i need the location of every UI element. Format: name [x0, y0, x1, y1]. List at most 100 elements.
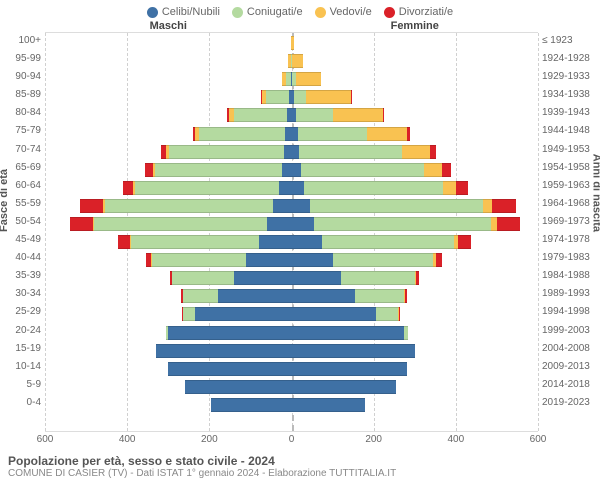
female-bar — [292, 54, 539, 66]
x-tick: 200 — [201, 434, 218, 445]
female-bar — [292, 217, 539, 229]
female-bar — [292, 181, 539, 193]
bar-segment — [497, 217, 520, 231]
bar-segment — [292, 36, 294, 50]
bar-segment — [135, 181, 279, 195]
legend-item: Celibi/Nubili — [147, 6, 220, 18]
bar-segment — [442, 163, 451, 177]
age-label: 25-29 — [0, 303, 41, 321]
bar-segment — [131, 235, 258, 249]
bar-segment — [430, 145, 436, 159]
male-bar — [45, 235, 292, 247]
bar-segment — [70, 217, 93, 231]
birth-label: 1929-1933 — [542, 68, 600, 86]
bar-segment — [292, 398, 366, 412]
y-axis-right-title: Anni di nascita — [590, 154, 600, 232]
bar-row — [45, 395, 538, 413]
bar-segment — [351, 90, 352, 104]
bar-row — [45, 196, 538, 214]
bar-segment — [402, 145, 431, 159]
bar-segment — [145, 163, 152, 177]
birth-label: 2014-2018 — [542, 376, 600, 394]
female-bar — [292, 362, 539, 374]
bar-row — [45, 142, 538, 160]
bar-segment — [292, 163, 301, 177]
bar-segment — [118, 235, 130, 249]
bar-row — [45, 123, 538, 141]
bar-row — [45, 51, 538, 69]
bar-segment — [259, 235, 292, 249]
chart-subtitle: COMUNE DI CASIER (TV) - Dati ISTAT 1° ge… — [8, 468, 592, 479]
bar-segment — [292, 362, 407, 376]
bar-segment — [168, 326, 291, 340]
legend-swatch — [147, 7, 158, 18]
female-bar — [292, 36, 539, 48]
header-female: Femmine — [292, 20, 539, 32]
header-male: Maschi — [45, 20, 292, 32]
female-bar — [292, 253, 539, 265]
legend-label: Celibi/Nubili — [162, 6, 220, 18]
female-bar — [292, 307, 539, 319]
bar-segment — [279, 181, 291, 195]
bar-segment — [483, 199, 492, 213]
bar-row — [45, 160, 538, 178]
bar-segment — [292, 145, 299, 159]
column-headers: Maschi Femmine — [0, 20, 600, 32]
birth-label: 1984-1988 — [542, 267, 600, 285]
bar-segment — [267, 217, 292, 231]
bar-segment — [292, 380, 397, 394]
bar-segment — [273, 199, 291, 213]
bar-segment — [424, 163, 442, 177]
bar-segment — [310, 199, 483, 213]
male-bar — [45, 199, 292, 211]
chart-title: Popolazione per età, sesso e stato civil… — [8, 454, 592, 468]
bar-row — [45, 359, 538, 377]
age-label: 35-39 — [0, 267, 41, 285]
bar-segment — [299, 145, 402, 159]
bar-segment — [407, 127, 410, 141]
legend-label: Divorziati/e — [399, 6, 453, 18]
male-bar — [45, 217, 292, 229]
male-bar — [45, 90, 292, 102]
bar-row — [45, 341, 538, 359]
birth-label: 1979-1983 — [542, 249, 600, 267]
female-bar — [292, 289, 539, 301]
male-bar — [45, 326, 292, 338]
age-label: 80-84 — [0, 104, 41, 122]
bar-segment — [123, 181, 133, 195]
birth-label: 1944-1948 — [542, 122, 600, 140]
bar-segment — [246, 253, 291, 267]
legend-item: Coniugati/e — [232, 6, 303, 18]
bar-segment — [156, 344, 292, 358]
bar-segment — [284, 145, 291, 159]
male-bar — [45, 380, 292, 392]
x-tick: 200 — [365, 434, 382, 445]
x-tick: 600 — [530, 434, 547, 445]
y-axis-right: ≤ 19231924-19281929-19331934-19381939-19… — [538, 32, 600, 432]
bar-segment — [292, 181, 304, 195]
bar-segment — [183, 307, 195, 321]
bar-segment — [355, 289, 404, 303]
female-bar — [292, 127, 539, 139]
female-bar — [292, 199, 539, 211]
male-bar — [45, 398, 292, 410]
bar-segment — [367, 127, 406, 141]
bar-segment — [405, 289, 407, 303]
birth-label: ≤ 1923 — [542, 32, 600, 50]
bar-segment — [292, 289, 356, 303]
age-label: 90-94 — [0, 68, 41, 86]
age-label: 95-99 — [0, 50, 41, 68]
chart: Fasce di età 100+95-9990-9485-8980-8475-… — [0, 32, 600, 432]
bar-segment — [333, 108, 382, 122]
bar-segment — [292, 307, 376, 321]
y-axis-left: 100+95-9990-9485-8980-8475-7970-7465-696… — [0, 32, 45, 432]
age-label: 15-19 — [0, 340, 41, 358]
bar-segment — [292, 54, 302, 68]
male-bar — [45, 362, 292, 374]
bar-segment — [314, 217, 491, 231]
birth-label: 1974-1978 — [542, 231, 600, 249]
bar-segment — [199, 127, 285, 141]
bar-segment — [333, 253, 434, 267]
bar-segment — [169, 145, 284, 159]
bar-segment — [292, 199, 310, 213]
